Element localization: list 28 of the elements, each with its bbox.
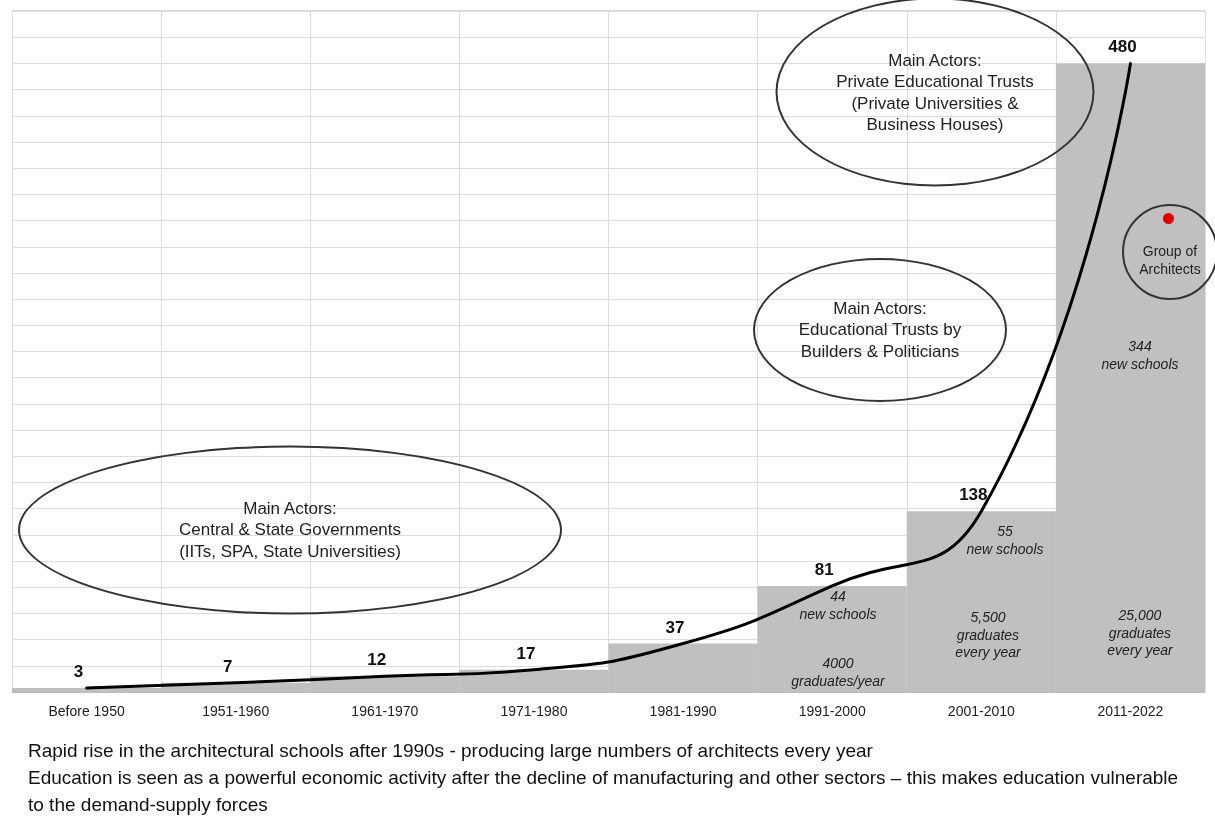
x-tick-label: 1961-1970 [351, 703, 419, 719]
data-label: 138 [959, 485, 988, 505]
annotation: Main Actors: Private Educational Trusts (Private Universities & Business Houses) [836, 49, 1034, 135]
x-tick-label: 1981-1990 [649, 703, 717, 719]
data-label: 480 [1108, 37, 1137, 57]
data-label: 81 [814, 559, 834, 579]
x-tick-label: 1951-1960 [202, 703, 270, 719]
annotation: Main Actors: Central & State Governments (IITs, SPA, State Universities) [178, 498, 402, 562]
data-label: 37 [665, 617, 685, 637]
data-label: 3 [73, 662, 84, 682]
text: Education is seen as a powerful economic activity after the decline of manufacturing and other sectors – this makes education vulnerable to the demand-supply forces [28, 766, 1180, 817]
annotation: 25,000 graduates every year [1107, 606, 1173, 660]
annotation: 5,500 graduates every year [955, 608, 1021, 662]
data-label: 7 [222, 656, 233, 676]
annotation: 55 new schools [966, 522, 1044, 558]
annotation: Group of Architects [1139, 242, 1201, 278]
annotation: 44 new schools [799, 587, 877, 623]
annotation: 4000 graduates/year [791, 654, 885, 690]
data-label: 12 [367, 650, 387, 670]
x-tick-label: 2001-2010 [947, 703, 1015, 719]
x-tick-label: 2011-2022 [1097, 703, 1164, 719]
text: Rapid rise in the architectural schools after 1990s - producing large numbers of architects every year [28, 739, 874, 763]
annotation: Main Actors: Educational Trusts by Builders & Politicians [798, 298, 962, 362]
data-label: 17 [516, 643, 536, 663]
x-tick-label: 1991-2000 [798, 703, 866, 719]
annotation: 344 new schools [1101, 337, 1179, 373]
x-tick-label: 1971-1980 [500, 703, 568, 719]
x-tick-label: Before 1950 [48, 703, 125, 719]
